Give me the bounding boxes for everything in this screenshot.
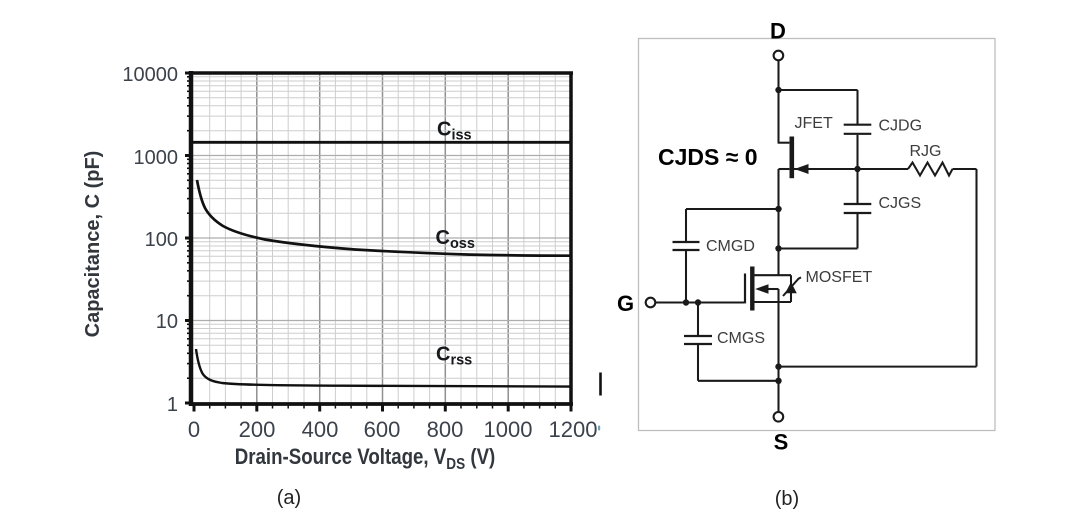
svg-text:600: 600 xyxy=(364,417,401,442)
svg-text:(b): (b) xyxy=(775,488,799,510)
svg-text:G: G xyxy=(617,291,634,316)
svg-text:1: 1 xyxy=(167,394,178,416)
svg-text:Capacitance, C (pF): Capacitance, C (pF) xyxy=(82,151,104,338)
svg-text:10: 10 xyxy=(156,311,178,333)
svg-text:400: 400 xyxy=(302,417,339,442)
svg-text:Coss: Coss xyxy=(436,227,475,252)
svg-text:RJG: RJG xyxy=(910,143,942,160)
svg-text:CMGS: CMGS xyxy=(717,330,765,347)
svg-text:CJDS ≈ 0: CJDS ≈ 0 xyxy=(658,144,758,170)
svg-text:S: S xyxy=(774,430,789,455)
svg-text:1000: 1000 xyxy=(134,147,179,169)
svg-text:800: 800 xyxy=(427,417,464,442)
svg-text:CMGD: CMGD xyxy=(706,238,755,255)
svg-text:100: 100 xyxy=(145,229,178,251)
svg-text:D: D xyxy=(770,19,786,44)
svg-text:Crss: Crss xyxy=(436,344,472,369)
svg-text:0: 0 xyxy=(188,417,200,442)
svg-text:CJGS: CJGS xyxy=(879,195,922,212)
svg-text:1200: 1200 xyxy=(549,417,598,442)
svg-text:(a): (a) xyxy=(277,487,301,509)
svg-text:JFET: JFET xyxy=(795,115,833,132)
svg-text:10000: 10000 xyxy=(122,64,178,86)
svg-text:1000: 1000 xyxy=(484,417,533,442)
svg-text:CJDG: CJDG xyxy=(879,118,923,135)
svg-text:MOSFET: MOSFET xyxy=(806,269,873,286)
svg-text:200: 200 xyxy=(239,417,276,442)
svg-text:Ciss: Ciss xyxy=(437,119,472,144)
svg-text:Drain-Source Voltage, VDS (V): Drain-Source Voltage, VDS (V) xyxy=(235,446,496,474)
